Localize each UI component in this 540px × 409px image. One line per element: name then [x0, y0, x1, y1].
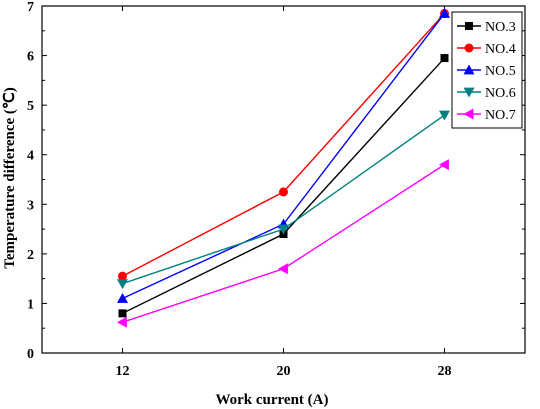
y-tick-label: 1 — [27, 297, 34, 312]
legend-label: NO.3 — [485, 20, 516, 35]
y-axis-title: Temperature difference (℃) — [2, 87, 18, 269]
legend-label: NO.6 — [485, 86, 516, 101]
data-point — [279, 187, 288, 197]
data-point — [118, 309, 127, 318]
y-tick-label: 5 — [27, 99, 34, 114]
y-tick-label: 0 — [27, 347, 34, 362]
data-point — [439, 159, 449, 171]
data-point — [278, 263, 288, 275]
legend-label: NO.5 — [485, 64, 516, 79]
series-no-6 — [117, 110, 450, 290]
legend-marker — [464, 43, 474, 53]
legend-item: NO.3 — [457, 20, 516, 35]
series-no-5 — [117, 7, 450, 303]
data-point — [278, 224, 289, 235]
y-tick-label: 6 — [27, 50, 34, 65]
series-line — [122, 57, 446, 314]
series-no-4 — [118, 8, 449, 281]
legend: NO.3 NO.4 NO.5 NO.6 NO.7 — [451, 11, 523, 129]
legend-item: NO.4 — [457, 42, 516, 57]
y-tick-label: 7 — [27, 0, 34, 15]
y-tick-label: 3 — [27, 198, 34, 213]
legend-marker — [465, 22, 473, 30]
x-axis: 12 20 28 — [116, 6, 452, 379]
legend-label: NO.4 — [485, 42, 516, 57]
data-point — [439, 110, 450, 121]
data-point — [117, 292, 128, 303]
series-line — [122, 114, 445, 285]
y-tick-label: 4 — [27, 149, 34, 164]
y-tick-label: 2 — [27, 248, 34, 263]
data-point — [117, 316, 127, 328]
legend-marker — [463, 64, 475, 75]
series-layer — [117, 7, 450, 328]
x-tick-label: 20 — [277, 364, 291, 379]
x-tick-label: 12 — [116, 364, 130, 379]
legend-item: NO.7 — [457, 108, 516, 123]
x-axis-title: Work current (A) — [215, 392, 328, 408]
legend-marker — [463, 108, 474, 120]
x-tick-label: 28 — [438, 364, 452, 379]
data-point — [440, 54, 449, 63]
data-point — [117, 279, 128, 290]
series-line — [122, 13, 446, 300]
y-axis: 0 1 2 3 4 5 6 7 — [27, 0, 525, 362]
legend-item: NO.5 — [457, 64, 516, 79]
legend-item: NO.6 — [457, 86, 516, 101]
series-no-7 — [117, 159, 449, 328]
data-point — [439, 7, 450, 18]
legend-label: NO.7 — [485, 108, 516, 123]
data-point — [118, 271, 127, 281]
legend-marker — [463, 87, 475, 98]
